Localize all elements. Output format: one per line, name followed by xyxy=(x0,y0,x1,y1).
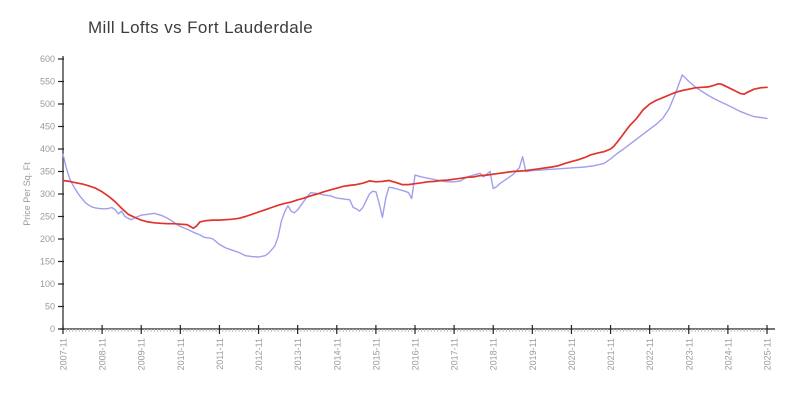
x-tick-label: 2023-11 xyxy=(684,338,694,370)
x-tick-label: 2024-11 xyxy=(723,338,733,370)
x-tick-label: 2012-11 xyxy=(254,338,264,370)
x-tick-label: 2021-11 xyxy=(606,338,616,370)
y-tick-label: 550 xyxy=(40,77,55,87)
y-tick-label: 300 xyxy=(40,189,55,199)
y-tick-label: 250 xyxy=(40,212,55,222)
x-tick-label: 2011-11 xyxy=(215,338,225,370)
x-tick-label: 2009-11 xyxy=(137,338,147,370)
x-tick-label: 2018-11 xyxy=(489,338,499,370)
x-tick-label: 2010-11 xyxy=(176,338,186,370)
x-tick-label: 2016-11 xyxy=(411,338,421,370)
chart-title: Mill Lofts vs Fort Lauderdale xyxy=(88,18,314,37)
series-line-fort-lauderdale xyxy=(62,82,768,230)
x-tick-label: 2020-11 xyxy=(567,338,577,370)
y-tick-label: 100 xyxy=(40,279,55,289)
x-tick-label: 2015-11 xyxy=(371,338,381,370)
y-tick-label: 350 xyxy=(40,167,55,177)
y-axis-title: Price Per Sq. Ft xyxy=(22,162,32,226)
y-tick-label: 600 xyxy=(40,54,55,64)
y-tick-label: 400 xyxy=(40,144,55,154)
x-tick-label: 2007-11 xyxy=(59,338,69,370)
x-tick-label: 2013-11 xyxy=(293,338,303,370)
y-tick-label: 200 xyxy=(40,234,55,244)
x-tick-label: 2022-11 xyxy=(645,338,655,370)
y-tick-label: 450 xyxy=(40,122,55,132)
series-line-mill-lofts xyxy=(62,74,768,258)
x-tick-label: 2014-11 xyxy=(332,338,342,370)
x-tick-label: 2008-11 xyxy=(98,338,108,370)
y-tick-label: 50 xyxy=(45,302,55,312)
x-tick-label: 2019-11 xyxy=(528,338,538,370)
x-tick-label: 2017-11 xyxy=(450,338,460,370)
y-tick-label: 150 xyxy=(40,257,55,267)
x-tick-label: 2025-11 xyxy=(763,338,773,370)
y-tick-label: 500 xyxy=(40,99,55,109)
y-tick-label: 0 xyxy=(50,324,55,334)
